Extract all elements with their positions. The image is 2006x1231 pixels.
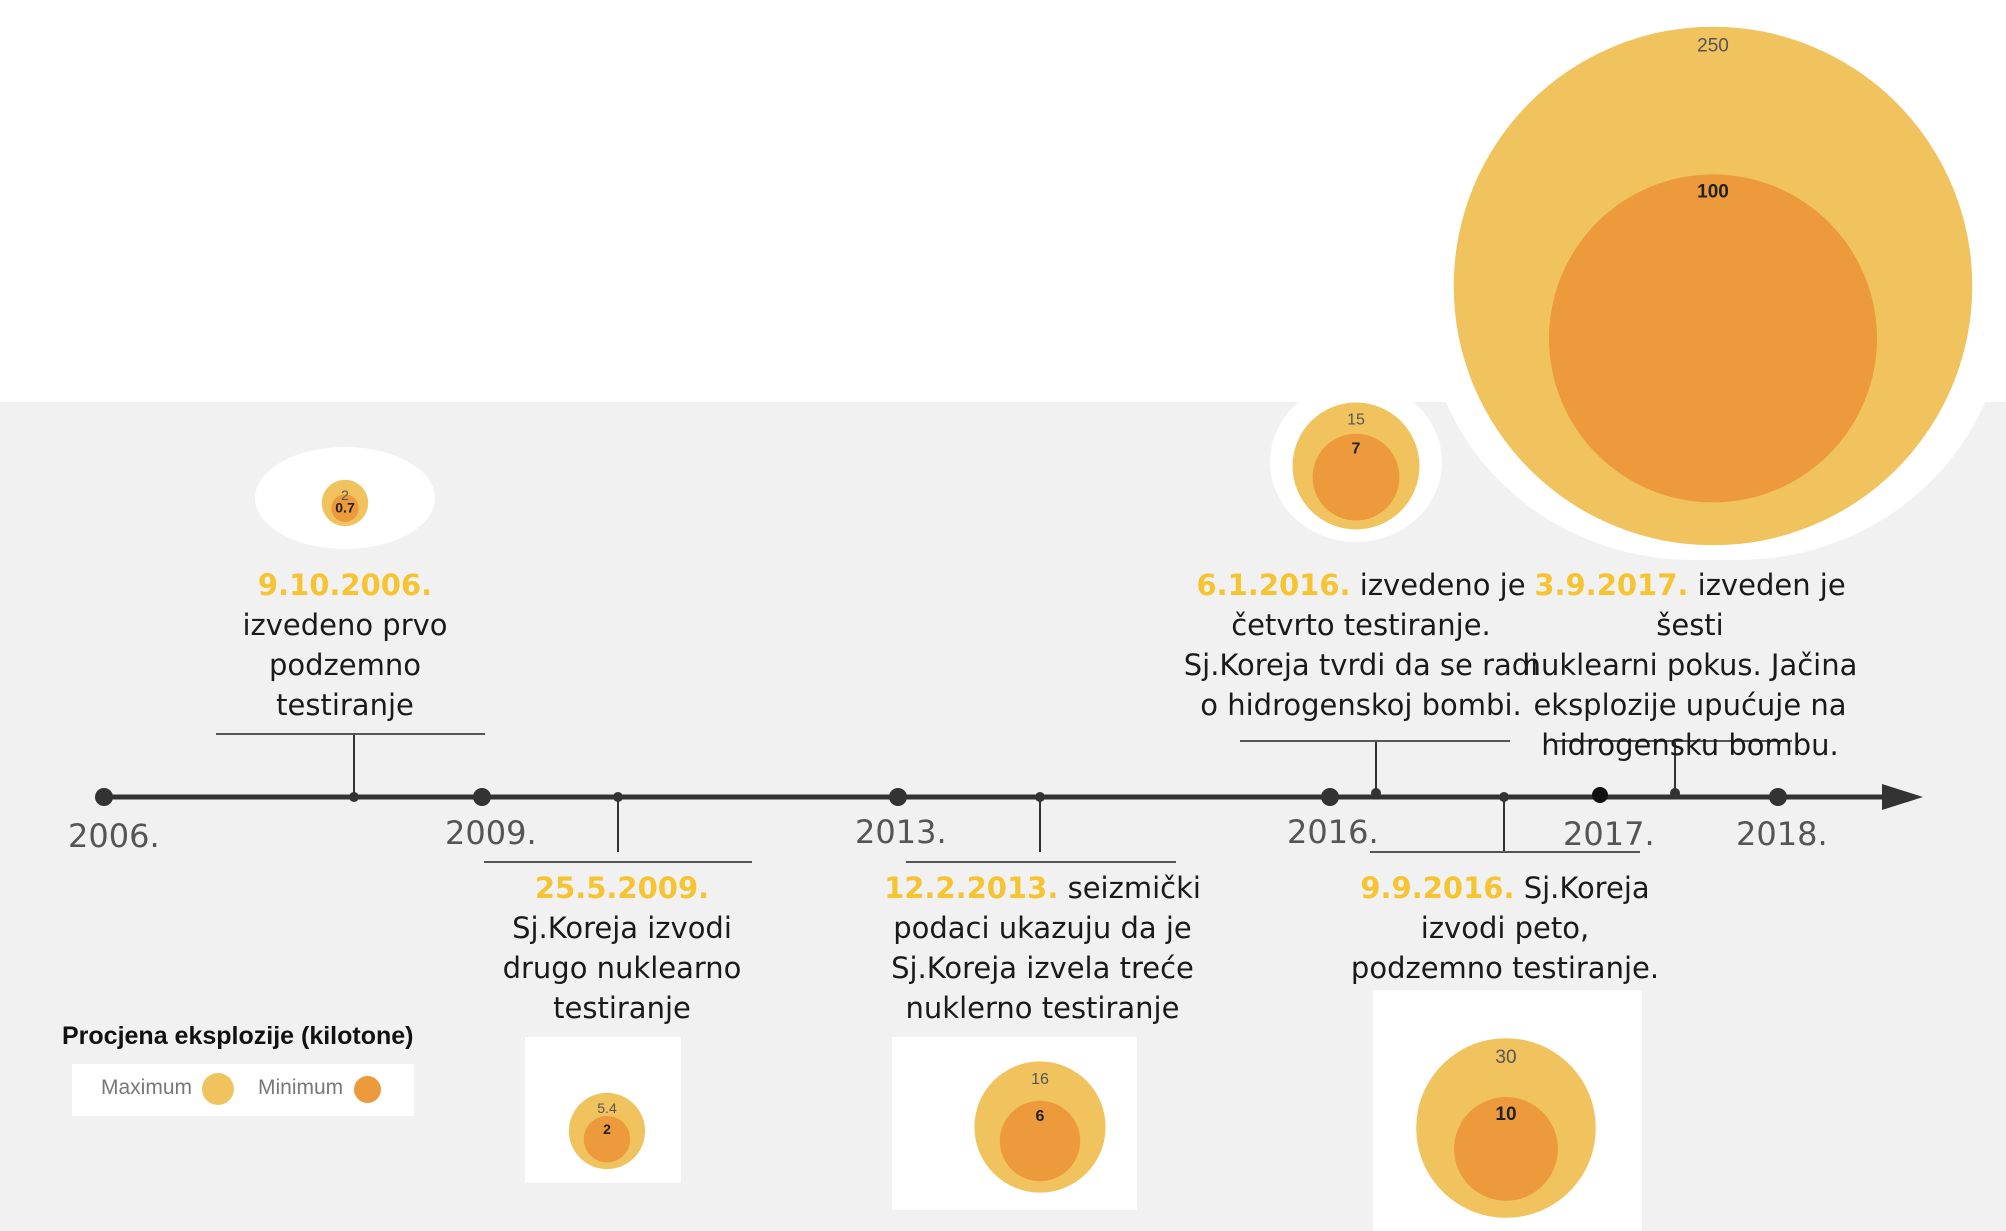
- event-date: 9.10.2006.: [257, 568, 433, 602]
- event-description: o hidrogenskoj bombi.: [1200, 688, 1522, 722]
- event-description: izvodi peto,: [1420, 911, 1590, 945]
- year-dot: [1592, 787, 1608, 803]
- event-description: podzemno testiranje.: [1350, 951, 1660, 985]
- legend-min-label: Minimum: [258, 1076, 344, 1099]
- legend-min-dot: [354, 1076, 381, 1103]
- bubble-min: [1454, 1097, 1558, 1201]
- axis-arrowhead: [1882, 784, 1923, 810]
- bubble-min-label: 10: [1495, 1104, 1516, 1125]
- event-text-5: 9.9.2016. Sj.Koreja izvodi peto, podzemn…: [1340, 868, 1670, 988]
- event-description: nuklerno testiranje: [905, 991, 1180, 1025]
- bubble-min: [1549, 174, 1877, 503]
- event-text-1: 9.10.2006. izvedeno prvo podzemno testir…: [210, 565, 480, 725]
- year-label: 2013.: [855, 813, 947, 851]
- bubble-max-label: 16: [1031, 1071, 1049, 1088]
- event-date: 3.9.2017.: [1534, 568, 1689, 602]
- event-connector-1: [216, 733, 485, 802]
- event-connector-4: [1240, 740, 1510, 798]
- bubble-min-label: 6: [1036, 1108, 1045, 1125]
- year-label: 2016.: [1287, 813, 1379, 851]
- event-description: seizmički: [1067, 871, 1201, 905]
- event-description: drugo nuklearno: [502, 951, 742, 985]
- year-label: 2009.: [445, 814, 537, 852]
- event-description: eksplozije upućuje na: [1533, 688, 1847, 722]
- legend-title: Procjena eksplozije (kilotone): [62, 1022, 414, 1050]
- year-dot: [1769, 788, 1787, 806]
- event-date: 9.9.2016.: [1360, 871, 1515, 905]
- event-date: 6.1.2016.: [1196, 568, 1351, 602]
- legend-max-dot: [202, 1073, 234, 1105]
- event-connector-2: [484, 792, 752, 863]
- bubble-min: [1312, 433, 1400, 521]
- bubble-max-label: 30: [1495, 1047, 1516, 1068]
- event-description: testiranje: [276, 688, 414, 722]
- event-date: 25.5.2009.: [534, 871, 710, 905]
- event-text-3: 12.2.2013. seizmički podaci ukazuju da j…: [880, 868, 1205, 1028]
- bubble-max-label: 250: [1697, 36, 1729, 57]
- event-description: izvedeno prvo: [242, 608, 448, 642]
- event-description: četvrto testiranje.: [1231, 608, 1491, 642]
- bubble-min-label: 2: [603, 1121, 611, 1137]
- legend: Maximum Minimum: [72, 1064, 414, 1116]
- event-text-6: 3.9.2017. izveden je šesti nuklearni pok…: [1505, 565, 1875, 765]
- legend-max-label: Maximum: [101, 1076, 193, 1099]
- event-description: podzemno: [269, 648, 421, 682]
- event-description: testiranje: [553, 991, 691, 1025]
- bubble-min-label: 0.7: [335, 500, 355, 516]
- event-description: Sj.Koreja: [1523, 871, 1650, 905]
- event-text-2: 25.5.2009. Sj.Koreja izvodi drugo nuklea…: [470, 868, 774, 1028]
- event-text-4: 6.1.2016. izvedeno je četvrto testiranje…: [1180, 565, 1542, 725]
- bubble-min: [331, 494, 359, 522]
- bubble-max-label: 2: [341, 487, 349, 503]
- bubble-max-label: 15: [1347, 411, 1365, 428]
- bubble-min: [999, 1100, 1081, 1182]
- event-description: podaci ukazuju da je: [893, 911, 1192, 945]
- bubble-min: [583, 1116, 631, 1163]
- event-connector-6: [1556, 740, 1792, 798]
- event-description: Sj.Koreja izvela treće: [891, 951, 1194, 985]
- event-description: Sj.Koreja izvodi: [512, 911, 732, 945]
- event-description: hidrogensku bombu.: [1541, 728, 1839, 762]
- event-description: izveden je šesti: [1656, 568, 1846, 642]
- year-dot: [473, 788, 491, 806]
- bubble-min-label: 7: [1352, 441, 1361, 458]
- event-connector-5: [1370, 792, 1640, 853]
- year-dot: [1321, 788, 1339, 806]
- event-connector-3: [906, 792, 1176, 863]
- year-label: 2017.: [1563, 815, 1655, 853]
- year-dot: [889, 788, 907, 806]
- event-description: izvedeno je: [1359, 568, 1526, 602]
- event-description: nuklearni pokus. Jačina: [1522, 648, 1858, 682]
- bubble-min-label: 100: [1697, 181, 1729, 202]
- year-label: 2018.: [1736, 815, 1828, 853]
- bubble-max-label: 5.4: [597, 1100, 617, 1116]
- year-label: 2006.: [68, 817, 160, 855]
- year-dot: [95, 788, 113, 806]
- event-date: 12.2.2013.: [884, 871, 1059, 905]
- event-description: Sj.Koreja tvrdi da se radi: [1183, 648, 1539, 682]
